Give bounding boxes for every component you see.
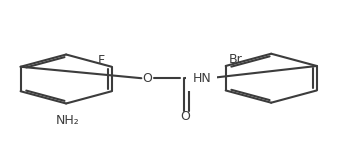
Text: F: F <box>98 54 105 67</box>
Text: HN: HN <box>192 72 211 85</box>
Text: Br: Br <box>229 53 243 66</box>
Text: NH₂: NH₂ <box>56 114 80 127</box>
Text: O: O <box>142 72 153 85</box>
Text: O: O <box>180 110 190 123</box>
